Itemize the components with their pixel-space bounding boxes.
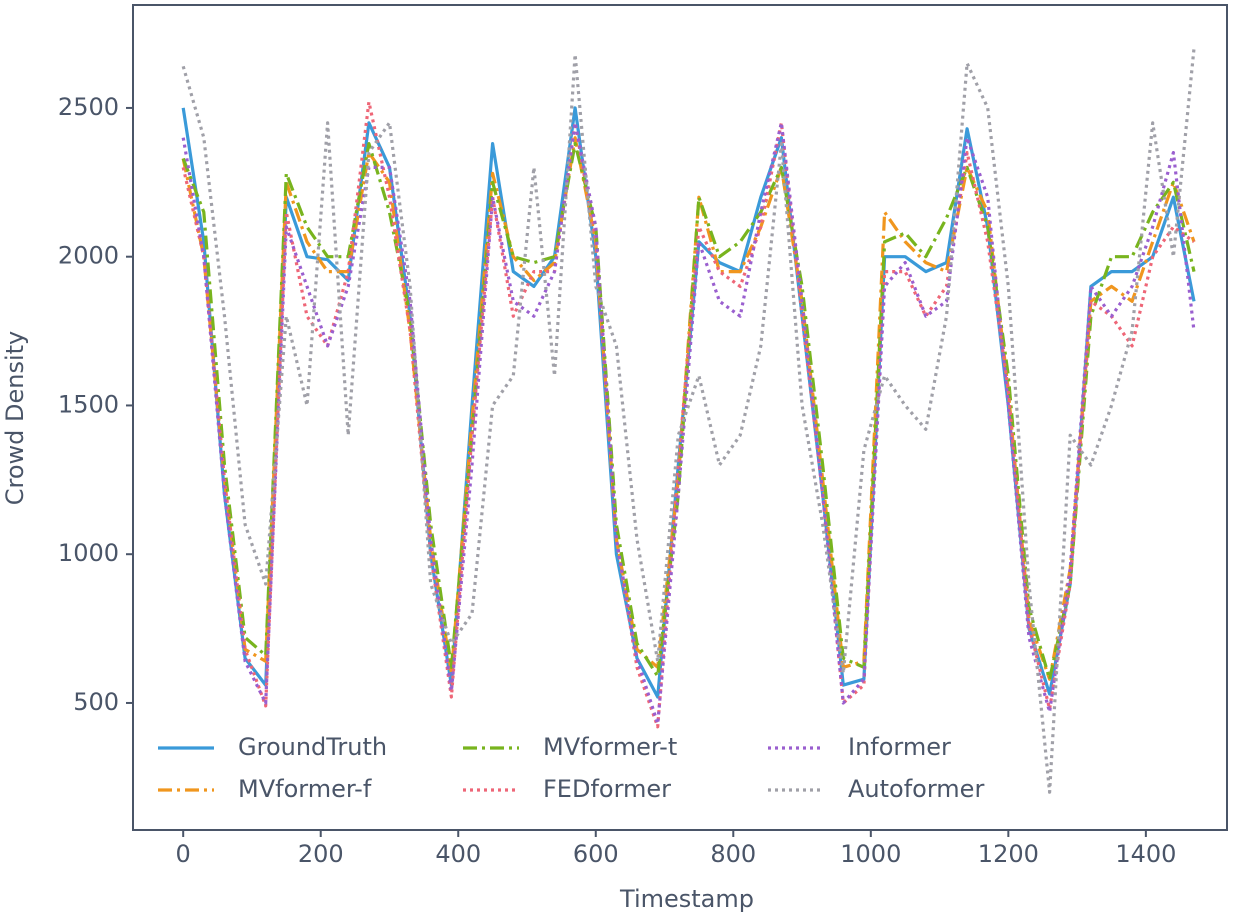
legend-label: FEDformer: [543, 775, 671, 803]
legend-label: MVformer-t: [543, 733, 677, 761]
legend-label: Informer: [848, 733, 951, 761]
y-axis-label: Crowd Density: [1, 331, 29, 506]
x-tick-label: 0: [176, 840, 191, 868]
legend-label: Autoformer: [848, 775, 984, 803]
series-line: [181, 100, 1195, 729]
y-tick-label: 500: [73, 688, 119, 716]
series-line: [181, 106, 1196, 699]
legend-label: GroundTruth: [238, 733, 387, 761]
y-tick-label: 1000: [58, 539, 119, 567]
x-tick-label: 600: [573, 840, 619, 868]
x-tick-label: 400: [435, 840, 481, 868]
legend-label: MVformer-f: [238, 775, 372, 803]
x-tick-label: 1400: [1115, 840, 1176, 868]
series-line: [181, 121, 1196, 726]
y-tick-label: 2500: [58, 93, 119, 121]
series-line: [181, 142, 1196, 681]
y-tick-label: 2000: [58, 242, 119, 270]
x-tick-label: 200: [298, 840, 344, 868]
series-line: [181, 136, 1196, 681]
series-line: [181, 48, 1196, 794]
plot-frame: [132, 4, 1228, 831]
x-tick-label: 800: [710, 840, 756, 868]
y-tick-label: 1500: [58, 390, 119, 418]
x-axis-label: Timestamp: [619, 885, 754, 913]
x-tick-label: 1200: [978, 840, 1039, 868]
x-tick-label: 1000: [840, 840, 901, 868]
